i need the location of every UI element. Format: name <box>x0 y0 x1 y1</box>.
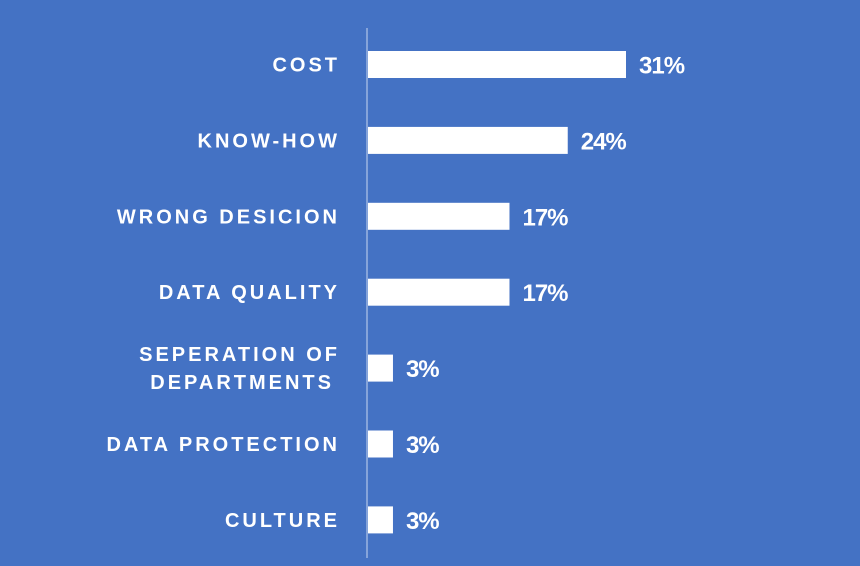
category-label-3: DATA QUALITY <box>159 282 340 304</box>
category-label-line-6-0: CULTURE <box>225 510 340 532</box>
bars-group <box>368 51 626 533</box>
bar-2 <box>368 203 509 230</box>
bar-3 <box>368 279 509 306</box>
category-label-line-5-0: DATA PROTECTION <box>106 434 340 456</box>
category-label-line-4-1: DEPARTMENTS <box>150 372 334 394</box>
bar-4 <box>368 355 393 382</box>
bar-5 <box>368 431 393 458</box>
category-label-1: KNOW-HOW <box>198 130 340 152</box>
value-label-4: 3% <box>406 356 439 383</box>
category-label-line-2-0: WRONG DESICION <box>117 206 340 228</box>
category-label-6: CULTURE <box>225 510 340 532</box>
category-labels-group: COST KNOW-HOW WRONG DESICION DATA QUALITY SE… <box>106 55 340 532</box>
category-label-2: WRONG DESICION <box>117 206 340 228</box>
value-label-3: 17% <box>522 280 568 307</box>
category-label-line-1-0: KNOW-HOW <box>198 130 340 152</box>
value-label-6: 3% <box>406 508 439 535</box>
value-label-2: 17% <box>522 204 568 231</box>
category-label-line-4-0: SEPERATION OF <box>139 344 340 366</box>
category-label-line-3-0: DATA QUALITY <box>159 282 340 304</box>
value-label-1: 24% <box>581 128 627 155</box>
value-label-0: 31% <box>639 53 685 80</box>
category-label-4: SEPERATION OF DEPARTMENTS <box>139 344 340 394</box>
bar-6 <box>368 506 393 533</box>
value-label-5: 3% <box>406 432 439 459</box>
bar-1 <box>368 127 568 154</box>
bar-0 <box>368 51 626 78</box>
category-label-0: COST <box>272 55 340 77</box>
category-label-5: DATA PROTECTION <box>106 434 340 456</box>
category-label-line-0-0: COST <box>272 55 340 77</box>
